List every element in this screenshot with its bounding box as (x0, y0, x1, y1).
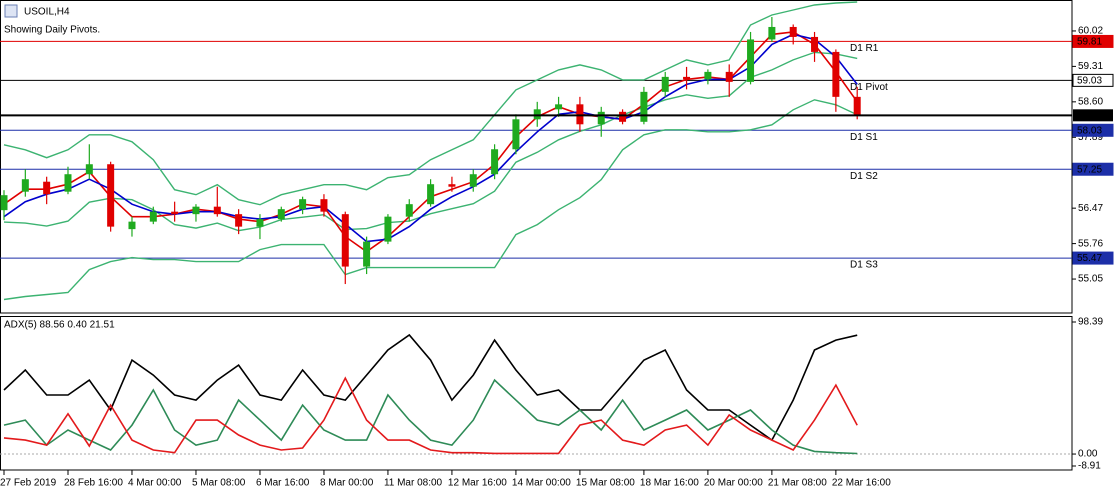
x-tick-label: 28 Feb 16:00 (64, 478, 123, 489)
candle-body (683, 76, 691, 80)
pivot-value: 58.03 (1077, 125, 1102, 136)
adx-line (3, 376, 858, 455)
x-tick-label: 6 Mar 16:00 (256, 478, 310, 489)
x-tick-label: 5 Mar 08:00 (192, 478, 246, 489)
candle-body (277, 209, 285, 220)
pivot-value: 59.81 (1077, 37, 1102, 48)
candle-body (619, 111, 627, 122)
candle-body (747, 39, 755, 82)
pivot-value-box (1072, 251, 1114, 265)
main-pane-frame (0, 0, 1073, 314)
chart-subtitle: Showing Daily Pivots. (4, 25, 100, 36)
pivot-value-box (1072, 73, 1114, 87)
candle-body (789, 26, 797, 37)
candle-body (0, 195, 8, 211)
x-tick-label: 22 Mar 16:00 (832, 478, 891, 489)
candle-body (107, 164, 115, 227)
candle-body (149, 211, 157, 222)
pivot-value: 57.25 (1077, 164, 1102, 175)
pivot-label: D1 S1 (850, 132, 878, 143)
last-price-value: 58.33 (1077, 110, 1102, 121)
candle-body (128, 221, 136, 230)
x-tick-label: 15 Mar 08:00 (576, 478, 635, 489)
y-tick-label: 59.31 (1078, 61, 1103, 72)
candle-body (832, 51, 840, 97)
pivot-value-box (1072, 162, 1114, 176)
indicator-line (3, 33, 858, 243)
last-price-box (1073, 109, 1113, 122)
candle-body (384, 216, 392, 242)
candle-body (427, 184, 435, 205)
candle-body (341, 214, 349, 267)
candle-body (448, 184, 456, 187)
adx-line (3, 333, 858, 442)
x-tick-label: 21 Mar 08:00 (768, 478, 827, 489)
candle-body (64, 174, 72, 192)
candle-body (171, 211, 179, 215)
y-tick-label: 0.00 (1078, 449, 1098, 460)
candle-body (363, 241, 371, 267)
y-tick-label: 57.89 (1078, 132, 1103, 143)
candle-body (405, 204, 413, 217)
candle-body (640, 91, 648, 122)
candle-body (811, 36, 819, 52)
adx-line (3, 378, 858, 455)
pivot-label: D1 R1 (850, 43, 879, 54)
pivot-value: 59.03 (1077, 76, 1102, 87)
indicator-pane-frame (0, 316, 1073, 471)
candle-body (85, 164, 93, 175)
pivot-label: D1 S3 (850, 260, 878, 271)
candle-body (768, 26, 776, 40)
candle-body (555, 104, 563, 110)
candle-body (491, 149, 499, 175)
candle-body (192, 206, 200, 215)
x-tick-label: 27 Feb 2019 (0, 478, 57, 489)
candle-body (213, 206, 221, 215)
candle-body (21, 179, 29, 192)
indicator-title: ADX(5) 88.56 0.40 21.51 (4, 320, 115, 331)
y-tick-label: 56.47 (1078, 203, 1103, 214)
chart-icon (4, 4, 18, 18)
candle-body (469, 174, 477, 187)
x-tick-label: 20 Mar 00:00 (704, 478, 763, 489)
y-tick-label: -8.91 (1078, 461, 1101, 472)
pivot-label: D1 S2 (850, 171, 878, 182)
y-tick-label: 55.76 (1078, 238, 1103, 249)
chart-title: USOIL,H4 (24, 7, 70, 18)
candle-body (235, 214, 243, 227)
pivot-value-box (1072, 123, 1114, 137)
y-tick-label: 58.60 (1078, 96, 1103, 107)
x-tick-label: 18 Mar 16:00 (640, 478, 699, 489)
x-tick-label: 14 Mar 00:00 (512, 478, 571, 489)
candle-body (320, 199, 328, 212)
y-tick-label: 60.02 (1078, 26, 1103, 37)
candle-body (704, 71, 712, 80)
y-tick-label: 55.05 (1078, 274, 1103, 285)
plot-area (3, 333, 858, 455)
candle-body (43, 181, 51, 195)
indicator-line (3, 99, 858, 301)
candle-body (256, 219, 264, 227)
candle-body (512, 119, 520, 150)
x-tick-label: 8 Mar 00:00 (320, 478, 374, 489)
x-tick-label: 11 Mar 08:00 (384, 478, 443, 489)
pivot-value: 55.47 (1077, 253, 1102, 264)
candle-body (725, 71, 733, 82)
pivot-label: D1 Pivot (850, 82, 888, 93)
pivot-value-box (1072, 34, 1114, 48)
x-tick-label: 12 Mar 16:00 (448, 478, 507, 489)
candle-body (299, 199, 307, 210)
x-tick-label: 4 Mar 00:00 (128, 478, 182, 489)
candle-body (597, 111, 605, 125)
indicator-line (3, 51, 858, 232)
y-tick-label: 98.39 (1078, 317, 1103, 328)
candle-body (661, 76, 669, 92)
plot-area: D1 R1 D1 Pivot D1 S1 D1 S2 D1 S3 (0, 1, 1072, 301)
candle-body (853, 96, 861, 116)
indicator-line (3, 1, 858, 206)
